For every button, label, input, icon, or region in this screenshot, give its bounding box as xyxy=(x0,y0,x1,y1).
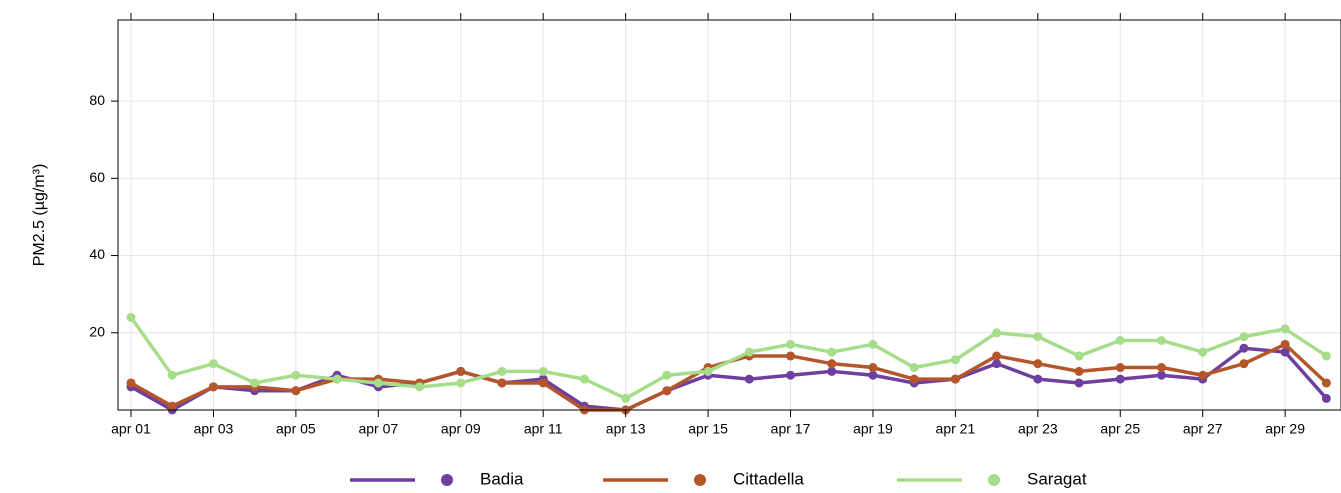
y-tick-label: 60 xyxy=(89,169,105,185)
data-point xyxy=(1115,363,1125,373)
legend-label: Cittadella xyxy=(733,469,804,488)
data-point xyxy=(786,339,796,349)
x-tick-label: apr 11 xyxy=(524,421,563,437)
data-point xyxy=(538,366,548,376)
data-point xyxy=(1033,332,1043,342)
data-point xyxy=(992,328,1002,338)
data-point xyxy=(208,359,218,369)
data-point xyxy=(208,382,218,392)
data-point xyxy=(992,351,1002,361)
data-point xyxy=(167,370,177,380)
data-point xyxy=(1239,359,1249,369)
data-point xyxy=(126,378,136,388)
legend-label: Saragat xyxy=(1027,469,1087,488)
data-point xyxy=(1157,335,1166,345)
data-point xyxy=(456,366,466,376)
x-tick-label: apr 25 xyxy=(1100,421,1140,437)
data-point xyxy=(1239,343,1249,353)
y-axis-label: PM2.5 (µg/m³) xyxy=(31,164,48,267)
data-point xyxy=(1280,347,1290,357)
x-tick-label: apr 27 xyxy=(1183,421,1223,437)
data-point xyxy=(126,312,136,322)
data-point xyxy=(1321,378,1331,388)
data-point xyxy=(868,339,878,349)
data-point xyxy=(1198,370,1208,380)
legend: Badia Cittadella Saragat xyxy=(350,469,1087,488)
data-point xyxy=(1115,374,1125,384)
plot-frame xyxy=(117,19,1341,411)
plot xyxy=(126,312,1331,415)
data-point xyxy=(662,370,672,380)
data-point xyxy=(1198,347,1208,357)
data-point xyxy=(291,386,301,396)
data-point xyxy=(167,401,177,411)
x-tick-label: apr 09 xyxy=(441,421,481,437)
grid xyxy=(118,20,1341,410)
data-point xyxy=(1321,393,1331,403)
data-point xyxy=(415,382,425,392)
x-tick-label: apr 13 xyxy=(606,421,646,437)
data-point xyxy=(1280,324,1290,334)
legend-dot xyxy=(694,474,706,486)
data-point xyxy=(250,378,260,388)
data-point xyxy=(1239,332,1249,342)
data-point xyxy=(868,370,878,380)
data-point xyxy=(621,393,631,403)
data-point xyxy=(332,374,342,384)
x-tick-label: apr 19 xyxy=(853,421,893,437)
data-point xyxy=(373,378,383,388)
series-line xyxy=(129,316,1328,401)
series-line xyxy=(130,346,1328,412)
x-tick-label: apr 21 xyxy=(936,421,976,437)
x-tick-label: apr 07 xyxy=(358,421,398,437)
data-point xyxy=(497,378,507,388)
x-tick-label: apr 15 xyxy=(688,421,728,437)
data-point xyxy=(827,347,837,357)
legend-label: Badia xyxy=(480,469,524,488)
data-point xyxy=(909,374,919,384)
data-point xyxy=(497,366,507,376)
data-point xyxy=(786,351,796,361)
data-point xyxy=(786,370,796,380)
data-point xyxy=(1280,339,1290,349)
legend-dot xyxy=(988,474,1000,486)
x-tick-label: apr 17 xyxy=(771,421,811,437)
x-tick-label: apr 29 xyxy=(1265,421,1305,437)
x-tick-label: apr 05 xyxy=(276,421,316,437)
data-point xyxy=(579,374,589,384)
data-point xyxy=(1115,335,1125,345)
data-point xyxy=(868,363,878,373)
x-tick-label: apr 23 xyxy=(1018,421,1058,437)
x-tick-label: apr 03 xyxy=(194,421,234,437)
data-point xyxy=(1157,363,1166,373)
y-tick-label: 40 xyxy=(89,246,105,262)
data-point xyxy=(1321,351,1331,361)
data-point xyxy=(456,378,466,388)
data-point xyxy=(744,374,754,384)
data-point xyxy=(1157,370,1166,380)
data-point xyxy=(662,386,672,396)
data-point xyxy=(827,359,837,369)
data-point xyxy=(538,378,548,388)
data-point xyxy=(909,363,919,373)
data-point xyxy=(827,366,837,376)
y-tick-label: 80 xyxy=(89,92,105,108)
data-point xyxy=(950,374,960,384)
data-point xyxy=(1033,374,1043,384)
data-point xyxy=(992,359,1002,369)
data-point xyxy=(291,370,301,380)
data-point xyxy=(1074,378,1084,388)
x-tick-label: apr 01 xyxy=(111,421,151,437)
data-point xyxy=(703,366,713,376)
data-point xyxy=(1033,359,1043,369)
data-point xyxy=(1074,351,1084,361)
data-point xyxy=(744,347,754,357)
y-tick-label: 20 xyxy=(89,323,105,339)
data-point xyxy=(950,355,960,365)
legend-dot xyxy=(441,474,453,486)
data-point xyxy=(1074,366,1084,376)
